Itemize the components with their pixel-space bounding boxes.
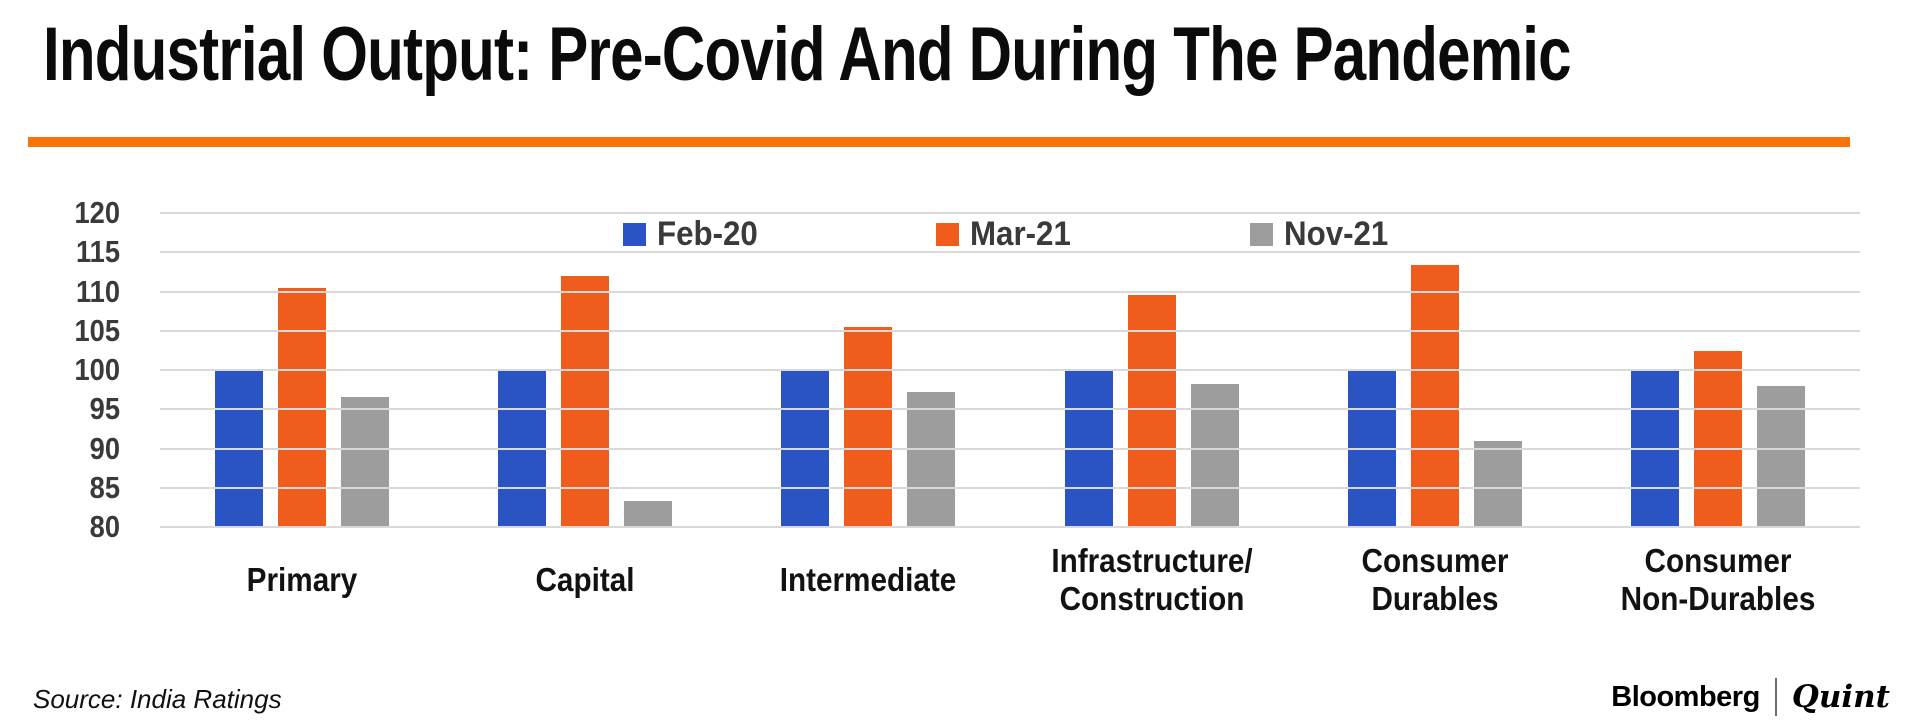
legend-swatch-icon: [936, 222, 960, 246]
quint-wordmark: Quint: [1791, 679, 1890, 715]
y-tick-label-115: 115: [75, 234, 120, 270]
y-tick-label-85: 85: [89, 469, 120, 505]
gridline-y120: [160, 212, 1860, 214]
bar-nov-21: [1190, 384, 1239, 527]
gridline-y95: [160, 408, 1860, 411]
bar-group: [1293, 213, 1576, 527]
y-tick-label-80: 80: [89, 509, 120, 544]
page-title: Industrial Output: Pre-Covid And During …: [43, 12, 1572, 97]
gridline-y90: [160, 447, 1860, 450]
bar-mar-21: [1410, 264, 1459, 527]
bar-nov-21: [623, 501, 672, 527]
legend-label: Nov-21: [1283, 214, 1389, 253]
bar-mar-21: [1694, 351, 1743, 527]
chart-legend: Feb-20 Mar-21 Nov-21: [160, 214, 1860, 254]
legend-item-nov-21: Nov-21: [1249, 214, 1397, 254]
legend-label: Feb-20: [656, 214, 758, 253]
legend-swatch-icon: [622, 222, 646, 246]
gridline-y100: [160, 369, 1860, 371]
legend-label: Mar-21: [970, 214, 1072, 253]
bar-nov-21: [340, 397, 389, 527]
y-tick-label-100: 100: [74, 352, 120, 387]
y-tick-label-95: 95: [89, 391, 120, 427]
bar-nov-21: [907, 391, 956, 527]
gridline-y115: [160, 251, 1860, 254]
y-tick-label-105: 105: [74, 312, 120, 348]
category-label: Infrastructure/Construction: [1050, 541, 1253, 617]
y-tick-label-120: 120: [74, 195, 120, 230]
plot-area: Feb-20 Mar-21 Nov-21: [160, 212, 1860, 528]
gridline-y110: [160, 290, 1860, 293]
bloombergquint-logo: Bloomberg Quint: [1611, 678, 1890, 716]
gridline-y85: [160, 486, 1860, 489]
brand-divider: [1774, 678, 1777, 716]
gridline-y80: [160, 526, 1860, 528]
bar-mar-21: [560, 275, 609, 527]
category-label: Consumer Non-Durables: [1620, 541, 1816, 617]
category-label: Consumer Durables: [1361, 541, 1509, 617]
source-note: Source: India Ratings: [33, 684, 282, 714]
y-tick-label-110: 110: [75, 273, 120, 309]
bar-mar-21: [844, 326, 893, 527]
bar-nov-21: [1473, 440, 1522, 527]
category-label: Intermediate: [780, 560, 957, 598]
legend-swatch-icon: [1249, 222, 1273, 246]
legend-item-mar-21: Mar-21: [936, 215, 1080, 254]
gridline-y105: [160, 329, 1860, 332]
legend-item-feb-20: Feb-20: [622, 214, 767, 254]
bloomberg-wordmark: Bloomberg: [1611, 680, 1760, 713]
y-tick-label-90: 90: [89, 430, 120, 466]
category-label: Primary: [246, 560, 357, 598]
title-underline: [28, 137, 1850, 147]
category-label: Capital: [535, 560, 635, 598]
bar-nov-21: [1757, 385, 1806, 527]
